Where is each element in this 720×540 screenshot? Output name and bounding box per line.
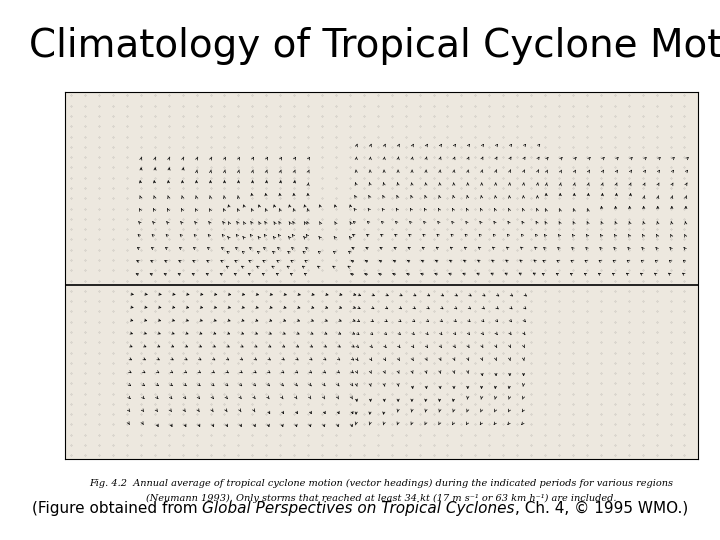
Text: Fig. 4.2  Annual average of tropical cyclone motion (vector headings) during the: Fig. 4.2 Annual average of tropical cycl… (89, 479, 674, 488)
Text: Climatology of Tropical Cyclone Motion: Climatology of Tropical Cyclone Motion (29, 27, 720, 65)
Text: (Neumann 1993). Only storms that reached at least 34 kt (17 m s⁻¹ or 63 km h⁻¹) : (Neumann 1993). Only storms that reached… (146, 494, 617, 503)
Text: , Ch. 4, © 1995 WMO.): , Ch. 4, © 1995 WMO.) (515, 501, 688, 516)
Text: (Figure obtained from: (Figure obtained from (32, 501, 202, 516)
Text: Global Perspectives on Tropical Cyclones: Global Perspectives on Tropical Cyclones (202, 501, 515, 516)
